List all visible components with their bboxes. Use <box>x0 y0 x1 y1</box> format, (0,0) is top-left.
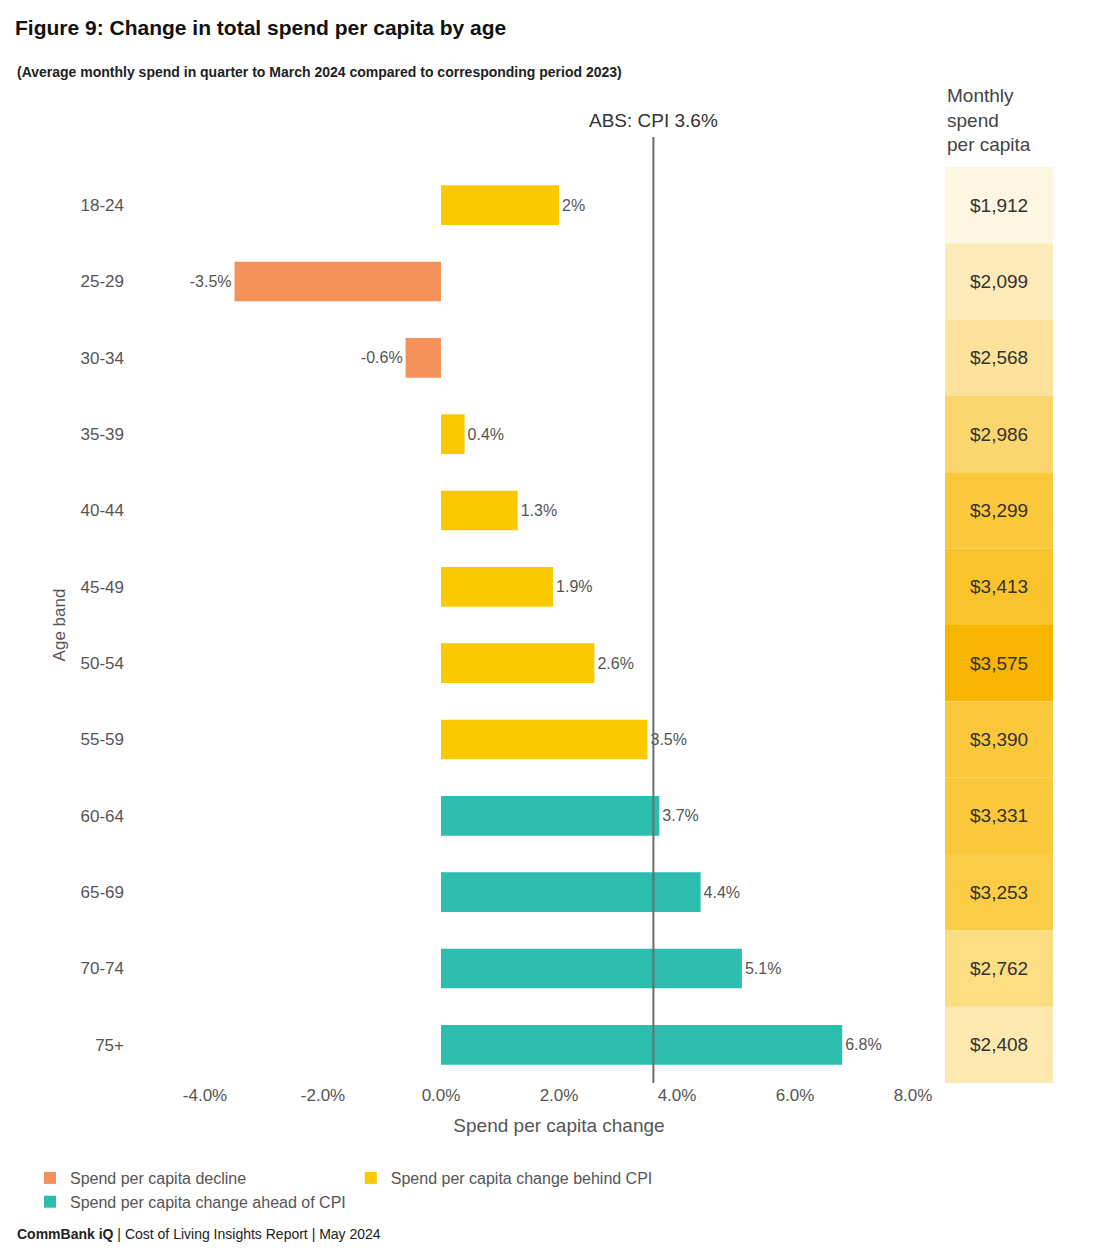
svg-text:Spend per capita change: Spend per capita change <box>453 1115 664 1136</box>
svg-text:50-54: 50-54 <box>81 654 124 673</box>
svg-text:$1,912: $1,912 <box>970 195 1028 216</box>
svg-text:Figure 9: Change in total spen: Figure 9: Change in total spend per capi… <box>15 16 506 39</box>
svg-text:75+: 75+ <box>95 1036 124 1055</box>
svg-text:40-44: 40-44 <box>81 501 124 520</box>
svg-text:-4.0%: -4.0% <box>183 1086 227 1105</box>
svg-text:$3,299: $3,299 <box>970 500 1028 521</box>
svg-text:-0.6%: -0.6% <box>361 349 403 366</box>
svg-text:$2,099: $2,099 <box>970 271 1028 292</box>
svg-text:5.1%: 5.1% <box>745 960 781 977</box>
svg-text:2.6%: 2.6% <box>597 655 633 672</box>
svg-text:30-34: 30-34 <box>81 349 124 368</box>
svg-text:25-29: 25-29 <box>81 272 124 291</box>
svg-text:0.0%: 0.0% <box>422 1086 461 1105</box>
svg-text:Age band: Age band <box>50 589 69 662</box>
svg-text:65-69: 65-69 <box>81 883 124 902</box>
svg-text:(Average monthly spend in quar: (Average monthly spend in quarter to Mar… <box>17 64 622 80</box>
svg-text:$3,413: $3,413 <box>970 576 1028 597</box>
svg-text:$3,575: $3,575 <box>970 653 1028 674</box>
svg-text:45-49: 45-49 <box>81 578 124 597</box>
svg-text:4.0%: 4.0% <box>658 1086 697 1105</box>
svg-text:$2,408: $2,408 <box>970 1034 1028 1055</box>
svg-text:$3,390: $3,390 <box>970 729 1028 750</box>
svg-text:$2,986: $2,986 <box>970 424 1028 445</box>
svg-text:0.4%: 0.4% <box>468 426 504 443</box>
svg-text:4.4%: 4.4% <box>704 884 740 901</box>
svg-text:2.0%: 2.0% <box>540 1086 579 1105</box>
svg-text:6.0%: 6.0% <box>776 1086 815 1105</box>
svg-text:1.3%: 1.3% <box>521 502 557 519</box>
svg-text:35-39: 35-39 <box>81 425 124 444</box>
svg-text:$2,762: $2,762 <box>970 958 1028 979</box>
svg-text:-2.0%: -2.0% <box>301 1086 345 1105</box>
svg-text:ABS: CPI 3.6%: ABS: CPI 3.6% <box>589 110 718 131</box>
svg-text:-3.5%: -3.5% <box>190 273 232 290</box>
svg-text:Spend per capita change ahead: Spend per capita change ahead of CPI <box>70 1194 346 1211</box>
svg-text:6.8%: 6.8% <box>845 1036 881 1053</box>
svg-text:8.0%: 8.0% <box>894 1086 933 1105</box>
svg-text:CommBank iQ | Cost of Living I: CommBank iQ | Cost of Living Insights Re… <box>17 1226 381 1242</box>
svg-text:1.9%: 1.9% <box>556 578 592 595</box>
svg-text:60-64: 60-64 <box>81 807 124 826</box>
svg-text:$3,331: $3,331 <box>970 805 1028 826</box>
svg-text:2%: 2% <box>562 197 585 214</box>
svg-text:3.5%: 3.5% <box>651 731 687 748</box>
svg-text:$3,253: $3,253 <box>970 882 1028 903</box>
svg-text:Monthlyspendper capita: Monthlyspendper capita <box>947 85 1031 155</box>
svg-text:18-24: 18-24 <box>81 196 124 215</box>
svg-text:55-59: 55-59 <box>81 730 124 749</box>
svg-text:$2,568: $2,568 <box>970 347 1028 368</box>
svg-text:Spend per capita decline: Spend per capita decline <box>70 1170 246 1187</box>
svg-text:Spend per capita change behind: Spend per capita change behind CPI <box>391 1170 653 1187</box>
svg-text:70-74: 70-74 <box>81 959 124 978</box>
svg-text:3.7%: 3.7% <box>662 807 698 824</box>
